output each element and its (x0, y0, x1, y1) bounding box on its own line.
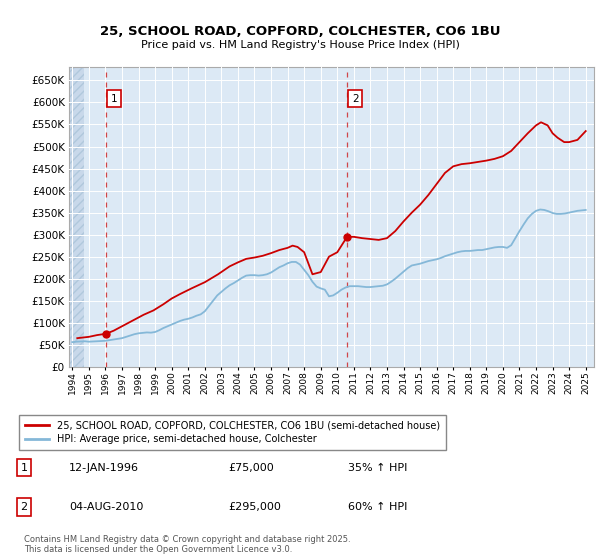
Text: 04-AUG-2010: 04-AUG-2010 (69, 502, 143, 512)
Text: 1: 1 (111, 94, 118, 104)
Text: 2: 2 (352, 94, 359, 104)
Text: 2: 2 (20, 502, 28, 512)
Bar (69, 67, 84, 367)
Text: 12-JAN-1996: 12-JAN-1996 (69, 463, 139, 473)
Text: 25, SCHOOL ROAD, COPFORD, COLCHESTER, CO6 1BU: 25, SCHOOL ROAD, COPFORD, COLCHESTER, CO… (100, 25, 500, 38)
Text: £75,000: £75,000 (228, 463, 274, 473)
Text: Contains HM Land Registry data © Crown copyright and database right 2025.
This d: Contains HM Land Registry data © Crown c… (24, 535, 350, 554)
Text: 1: 1 (20, 463, 28, 473)
Legend: 25, SCHOOL ROAD, COPFORD, COLCHESTER, CO6 1BU (semi-detached house), HPI: Averag: 25, SCHOOL ROAD, COPFORD, COLCHESTER, CO… (19, 415, 446, 450)
Text: £295,000: £295,000 (228, 502, 281, 512)
Text: 35% ↑ HPI: 35% ↑ HPI (348, 463, 407, 473)
Text: Price paid vs. HM Land Registry's House Price Index (HPI): Price paid vs. HM Land Registry's House … (140, 40, 460, 50)
Text: 60% ↑ HPI: 60% ↑ HPI (348, 502, 407, 512)
